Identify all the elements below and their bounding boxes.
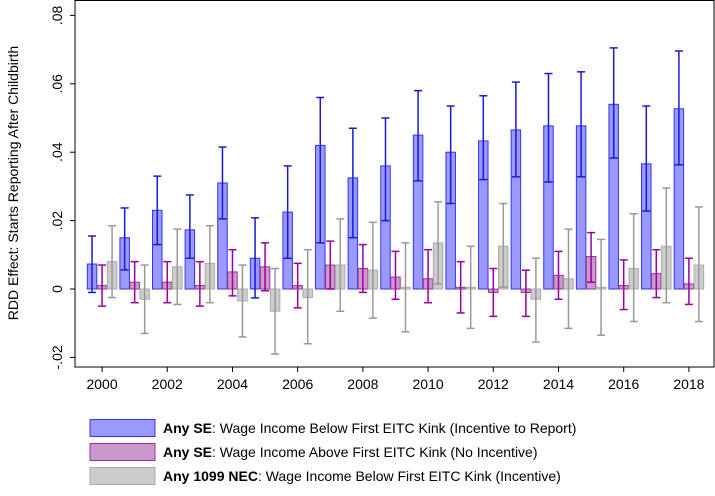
legend-swatch xyxy=(89,419,156,437)
error-bar xyxy=(424,248,433,304)
y-tick-label: .08 xyxy=(49,5,65,25)
x-tick-label: 2018 xyxy=(673,376,704,392)
legend-label: Any 1099 NEC: Wage Income Below First EI… xyxy=(163,468,561,484)
error-bar xyxy=(251,217,260,299)
error-bar xyxy=(587,231,596,283)
error-bar xyxy=(414,89,423,182)
y-tick-label: .06 xyxy=(49,74,65,94)
y-tick-label: .02 xyxy=(49,211,65,231)
error-bar xyxy=(283,165,292,259)
plot-frame xyxy=(74,0,715,368)
error-bar xyxy=(173,228,182,306)
legend-swatch xyxy=(89,467,156,485)
error-bar xyxy=(466,245,475,330)
error-bar xyxy=(228,248,237,297)
x-tick-label: 2014 xyxy=(543,376,574,392)
error-bar xyxy=(98,264,107,307)
x-tick-label: 2004 xyxy=(217,376,248,392)
error-bar xyxy=(521,269,530,318)
error-bar xyxy=(120,207,129,271)
error-bar xyxy=(479,95,488,181)
y-tick-label: 0 xyxy=(49,285,65,293)
x-tick-label: 2010 xyxy=(413,376,444,392)
error-bar xyxy=(293,262,302,309)
error-bar xyxy=(391,250,400,301)
legend-swatch xyxy=(89,443,156,461)
error-bar xyxy=(597,238,606,336)
error-bar xyxy=(564,228,573,330)
error-bar xyxy=(531,257,540,343)
x-tick-label: 2000 xyxy=(86,376,117,392)
legend-label: Any SE: Wage Income Above First EITC Kin… xyxy=(163,444,538,460)
error-bar xyxy=(358,243,367,294)
error-bar xyxy=(218,146,227,220)
error-bar xyxy=(456,260,465,314)
error-bar xyxy=(271,267,280,355)
error-bar xyxy=(303,248,312,345)
error-bar xyxy=(434,201,443,285)
x-tick-label: 2008 xyxy=(347,376,378,392)
error-bar xyxy=(511,81,520,178)
x-tick-label: 2016 xyxy=(608,376,639,392)
error-bar xyxy=(619,259,628,311)
error-bar xyxy=(368,221,377,319)
error-bar xyxy=(499,202,508,289)
error-bar xyxy=(554,250,563,301)
y-axis-title: RDD Effect: Starts Reporting After Child… xyxy=(5,46,21,320)
error-bar xyxy=(261,242,270,292)
error-bar xyxy=(316,96,325,244)
y-tick-label: .04 xyxy=(49,142,65,162)
x-tick-label: 2002 xyxy=(152,376,183,392)
error-bar xyxy=(348,127,357,239)
error-bar xyxy=(108,224,117,299)
error-bar xyxy=(130,260,139,304)
error-bar xyxy=(205,224,214,304)
error-bar xyxy=(684,257,693,306)
error-bar xyxy=(163,260,172,304)
x-tick-label: 2012 xyxy=(478,376,509,392)
error-bar xyxy=(489,267,498,318)
error-bar xyxy=(336,218,345,312)
legend-label: Any SE: Wage Income Below First EITC Kin… xyxy=(163,420,576,436)
error-bar xyxy=(381,117,390,222)
error-bar xyxy=(609,47,618,159)
x-tick-label: 2006 xyxy=(282,376,313,392)
error-bar xyxy=(140,264,149,335)
y-tick-label: -.02 xyxy=(49,345,65,369)
error-bar xyxy=(185,194,194,259)
error-bar xyxy=(642,105,651,212)
error-bar xyxy=(238,264,247,338)
error-bar xyxy=(652,248,661,299)
error-bar xyxy=(153,175,162,246)
error-bar xyxy=(674,50,683,166)
error-bar xyxy=(629,213,638,323)
error-bar xyxy=(577,71,586,178)
error-bar xyxy=(326,240,335,290)
error-bar xyxy=(88,235,97,294)
error-bar xyxy=(694,206,703,323)
error-bar xyxy=(662,187,671,304)
error-bar xyxy=(195,260,204,307)
error-bar xyxy=(446,105,455,205)
error-bar xyxy=(544,72,553,183)
error-bar xyxy=(401,242,410,333)
